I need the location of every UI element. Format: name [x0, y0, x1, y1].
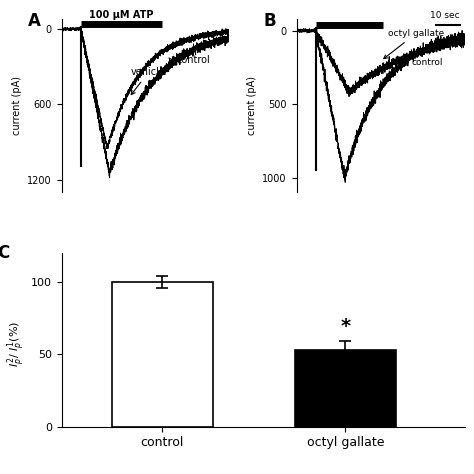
Text: control: control — [169, 55, 210, 65]
Text: *: * — [340, 317, 351, 336]
Y-axis label: $\mathit{I}_p^2$/ $\mathit{I}_p^1$(%)   : $\mathit{I}_p^2$/ $\mathit{I}_p^1$(%) — [6, 313, 28, 367]
Text: 10 sec: 10 sec — [430, 11, 460, 20]
Y-axis label: current (pA): current (pA) — [247, 76, 257, 135]
Bar — [295, 350, 396, 427]
Bar — [112, 282, 213, 427]
Y-axis label: current (pA): current (pA) — [12, 76, 22, 135]
Text: C: C — [0, 245, 9, 263]
Text: B: B — [263, 12, 276, 30]
Text: 100 μM ATP: 100 μM ATP — [89, 10, 154, 20]
Text: control: control — [404, 58, 443, 67]
Text: octyl gallate: octyl gallate — [384, 29, 444, 59]
Text: vehicle: vehicle — [131, 67, 166, 95]
Text: A: A — [28, 12, 41, 30]
